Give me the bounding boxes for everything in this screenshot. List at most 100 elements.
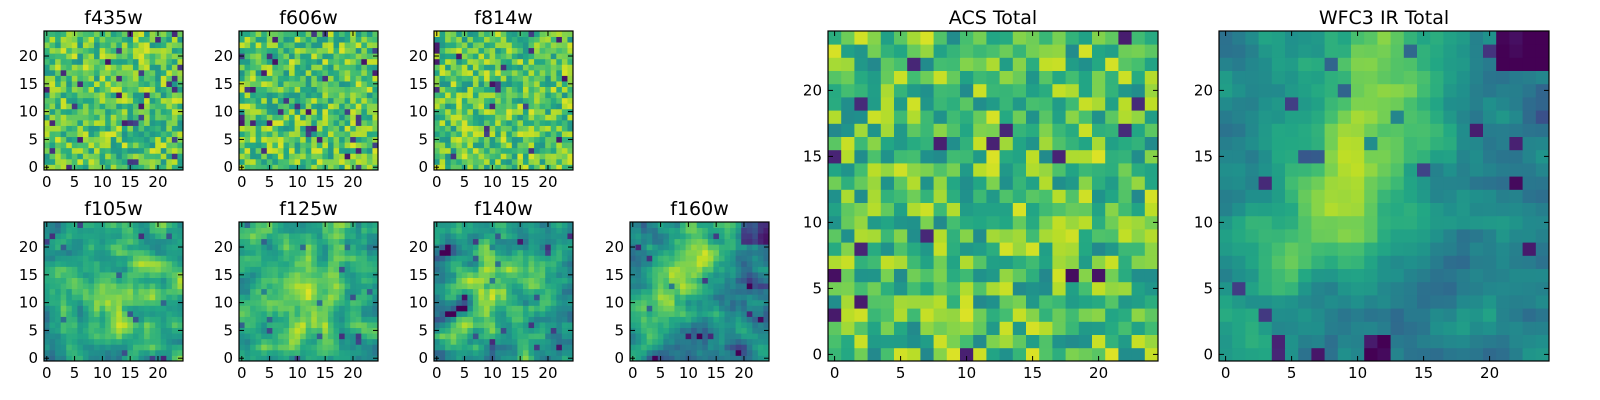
heatmap-cell (1131, 189, 1146, 203)
heatmap-cell (478, 305, 485, 312)
heatmap-cell (255, 305, 262, 312)
heatmap-cell (528, 316, 535, 323)
heatmap-cell (239, 131, 245, 138)
heatmap-cell (160, 31, 167, 37)
heatmap-cell (484, 233, 490, 240)
heatmap-cell (155, 238, 162, 245)
heatmap-cell (149, 349, 156, 356)
heatmap-cell (138, 114, 145, 121)
heatmap-cell (685, 327, 692, 334)
heatmap-cell (127, 81, 134, 87)
heatmap-cell (960, 334, 974, 349)
heatmap-cell (545, 266, 552, 273)
heatmap-cell (132, 222, 139, 228)
heatmap-cell (99, 260, 106, 267)
heatmap-cell (261, 47, 268, 54)
heatmap-cell (339, 97, 346, 104)
heatmap-cell (478, 86, 485, 93)
heatmap-cell (478, 294, 485, 301)
heatmap-cell (339, 75, 346, 82)
heatmap-cell (461, 233, 468, 240)
heatmap-cell (77, 125, 84, 132)
heatmap-cell (528, 272, 535, 278)
heatmap-cell (60, 266, 67, 273)
heatmap-cell (685, 288, 692, 295)
heatmap-cell (155, 316, 162, 323)
heatmap-cell (82, 136, 89, 143)
heatmap-cell (372, 31, 379, 37)
heatmap-cell (685, 299, 692, 306)
heatmap-cell (99, 299, 106, 306)
heatmap-cell (94, 355, 100, 362)
heatmap-cell (1118, 268, 1132, 283)
heatmap-cell (495, 333, 502, 340)
heatmap-cell (528, 222, 535, 228)
heatmap-cell (511, 42, 518, 49)
y-tick-label: 0 (223, 349, 233, 367)
heatmap-cell (355, 81, 362, 87)
heatmap-cell (668, 233, 675, 240)
heatmap-cell (132, 142, 139, 149)
heatmap-cell (144, 310, 151, 317)
heatmap-cell (635, 233, 642, 240)
heatmap-cell (478, 69, 485, 76)
heatmap-cell (44, 316, 50, 323)
heatmap-cell (71, 92, 78, 99)
heatmap-cell (149, 260, 156, 267)
heatmap-cell (450, 266, 457, 273)
heatmap-cell (82, 47, 89, 54)
heatmap-cell (545, 294, 552, 301)
heatmap-cell (1078, 229, 1093, 243)
heatmap-cell (255, 131, 262, 138)
heatmap-cell (652, 283, 659, 290)
heatmap-cell (724, 333, 731, 340)
heatmap-cell (467, 97, 474, 104)
heatmap-cell (439, 255, 446, 262)
heatmap-cell (300, 233, 307, 240)
heatmap-cell (456, 164, 463, 171)
heatmap-cell (539, 47, 546, 54)
heatmap-cell (946, 295, 961, 309)
heatmap-cell (500, 233, 507, 240)
heatmap-cell (82, 255, 89, 262)
heatmap-cell (361, 125, 368, 132)
heatmap-cell (517, 92, 524, 99)
heatmap-cell (322, 114, 329, 121)
heatmap-cell (361, 36, 368, 43)
heatmap-cell (132, 108, 139, 115)
heatmap-cell (272, 299, 279, 306)
heatmap-cell (567, 222, 574, 228)
heatmap-cell (149, 42, 156, 49)
heatmap-cell (132, 58, 139, 65)
heatmap-cell (635, 299, 642, 306)
heatmap-cell (316, 125, 323, 132)
heatmap-cell (741, 299, 748, 306)
heatmap-cell (663, 233, 670, 240)
heatmap-cell (55, 327, 62, 334)
heatmap-cell (511, 322, 518, 329)
heatmap-cell (730, 227, 737, 234)
heatmap-cell (828, 295, 842, 309)
heatmap-cell (434, 310, 440, 317)
heatmap-cell (132, 272, 139, 278)
heatmap-cell (973, 189, 987, 203)
heatmap-cell (960, 163, 974, 177)
heatmap-cell (550, 249, 557, 256)
heatmap-cell (561, 36, 568, 43)
heatmap-cell (66, 266, 73, 273)
heatmap-cell (121, 147, 128, 154)
heatmap-cell (255, 283, 262, 290)
heatmap-cell (361, 222, 368, 228)
heatmap-cell (1026, 321, 1040, 335)
heatmap-cell (327, 316, 334, 323)
heatmap-cell (735, 283, 742, 290)
heatmap-cell (55, 92, 62, 99)
heatmap-cell (144, 125, 151, 132)
heatmap-cell (344, 103, 351, 110)
heatmap-cell (456, 283, 463, 290)
heatmap-cell (506, 131, 513, 138)
heatmap-cell (741, 266, 748, 273)
heatmap-cell (713, 266, 720, 273)
heatmap-cell (311, 333, 318, 340)
